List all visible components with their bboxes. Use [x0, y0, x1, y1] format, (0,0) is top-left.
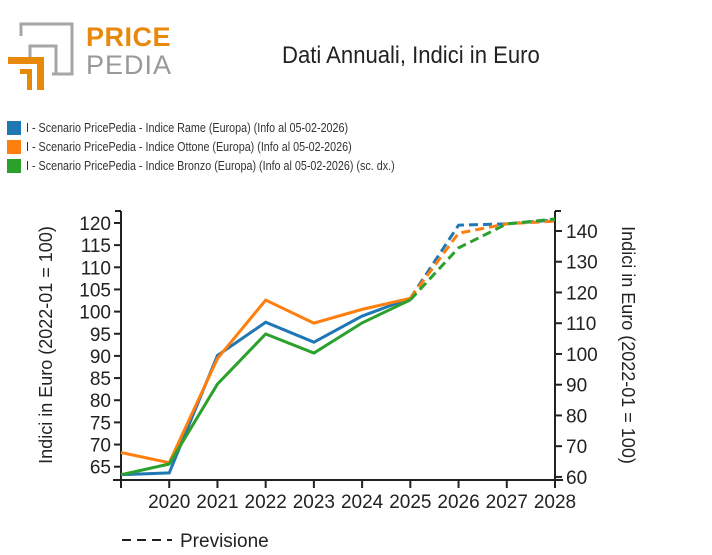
x-tick-label: 2024	[341, 492, 384, 513]
y-tick-label-right: 100	[566, 345, 598, 366]
y-tick-label-right: 70	[566, 437, 587, 458]
chart-title: Dati Annuali, Indici in Euro	[282, 42, 540, 69]
legend-item-rame[interactable]: I - Scenario PricePedia - Indice Rame (E…	[7, 118, 455, 137]
series-lines	[120, 217, 556, 477]
y-tick-label-left: 110	[81, 258, 111, 279]
y-tick-label-left: 95	[90, 325, 111, 346]
y-tick-label-left: 75	[90, 413, 111, 434]
forecast-legend-label: Previsione	[180, 531, 269, 552]
legend-label-rame: I - Scenario PricePedia - Indice Rame (E…	[26, 120, 349, 135]
y-tick-label-left: 115	[81, 236, 111, 257]
legend-label-ottone: I - Scenario PricePedia - Indice Ottone …	[26, 139, 352, 154]
y-tick-label-left: 120	[79, 214, 111, 235]
x-tick-label: 2025	[389, 492, 431, 513]
series-forecast-line-1	[409, 219, 556, 300]
x-tick-label: 2026	[437, 492, 479, 513]
series-forecast-line-0	[409, 218, 556, 300]
y-axis-title-left: Indici in Euro (2022-01 = 100)	[36, 226, 56, 464]
pricepedia-logo: PRICE PEDIA	[8, 22, 172, 94]
legend-label-bronzo: I - Scenario PricePedia - Indice Bronzo …	[26, 158, 395, 173]
x-tick-label: 2022	[245, 492, 287, 513]
forecast-legend: Previsione	[122, 531, 269, 552]
axes: 6570758085909510010511011512060708090100…	[79, 210, 598, 513]
y-tick-label-right: 110	[566, 314, 596, 335]
logo-text-price: PRICE	[86, 22, 172, 52]
legend-swatch-rame	[7, 120, 21, 135]
series-line-0	[120, 296, 411, 477]
logo-text-pedia: PEDIA	[86, 50, 173, 80]
y-tick-label-left: 100	[79, 303, 111, 324]
y-axis-title-right: Indici in Euro (2022-01 = 100)	[618, 226, 638, 464]
legend-item-ottone[interactable]: I - Scenario PricePedia - Indice Ottone …	[7, 137, 455, 156]
y-tick-label-left: 65	[90, 458, 111, 479]
legend-swatch-bronzo	[7, 158, 21, 173]
x-tick-label: 2021	[196, 492, 238, 513]
y-tick-label-right: 120	[566, 283, 598, 304]
logo-mark-icon	[8, 22, 74, 90]
x-tick-label: 2020	[148, 492, 190, 513]
legend: I - Scenario PricePedia - Indice Rame (E…	[7, 118, 455, 175]
y-tick-label-left: 105	[79, 280, 111, 301]
y-tick-label-left: 85	[90, 369, 111, 390]
y-tick-label-left: 70	[90, 436, 111, 457]
x-tick-label: 2028	[534, 492, 576, 513]
y-tick-label-right: 140	[566, 222, 598, 243]
series-line-2	[120, 298, 411, 477]
y-tick-label-left: 80	[90, 391, 111, 412]
y-tick-label-left: 90	[90, 347, 111, 368]
series-forecast-line-2	[409, 217, 556, 301]
x-tick-label: 2027	[486, 492, 528, 513]
legend-item-bronzo[interactable]: I - Scenario PricePedia - Indice Bronzo …	[7, 156, 455, 175]
y-tick-label-right: 90	[566, 376, 587, 397]
legend-swatch-ottone	[7, 139, 21, 154]
x-tick-label: 2023	[293, 492, 335, 513]
y-tick-label-right: 80	[566, 406, 587, 427]
y-tick-label-right: 60	[566, 468, 587, 489]
y-tick-label-right: 130	[566, 253, 598, 274]
